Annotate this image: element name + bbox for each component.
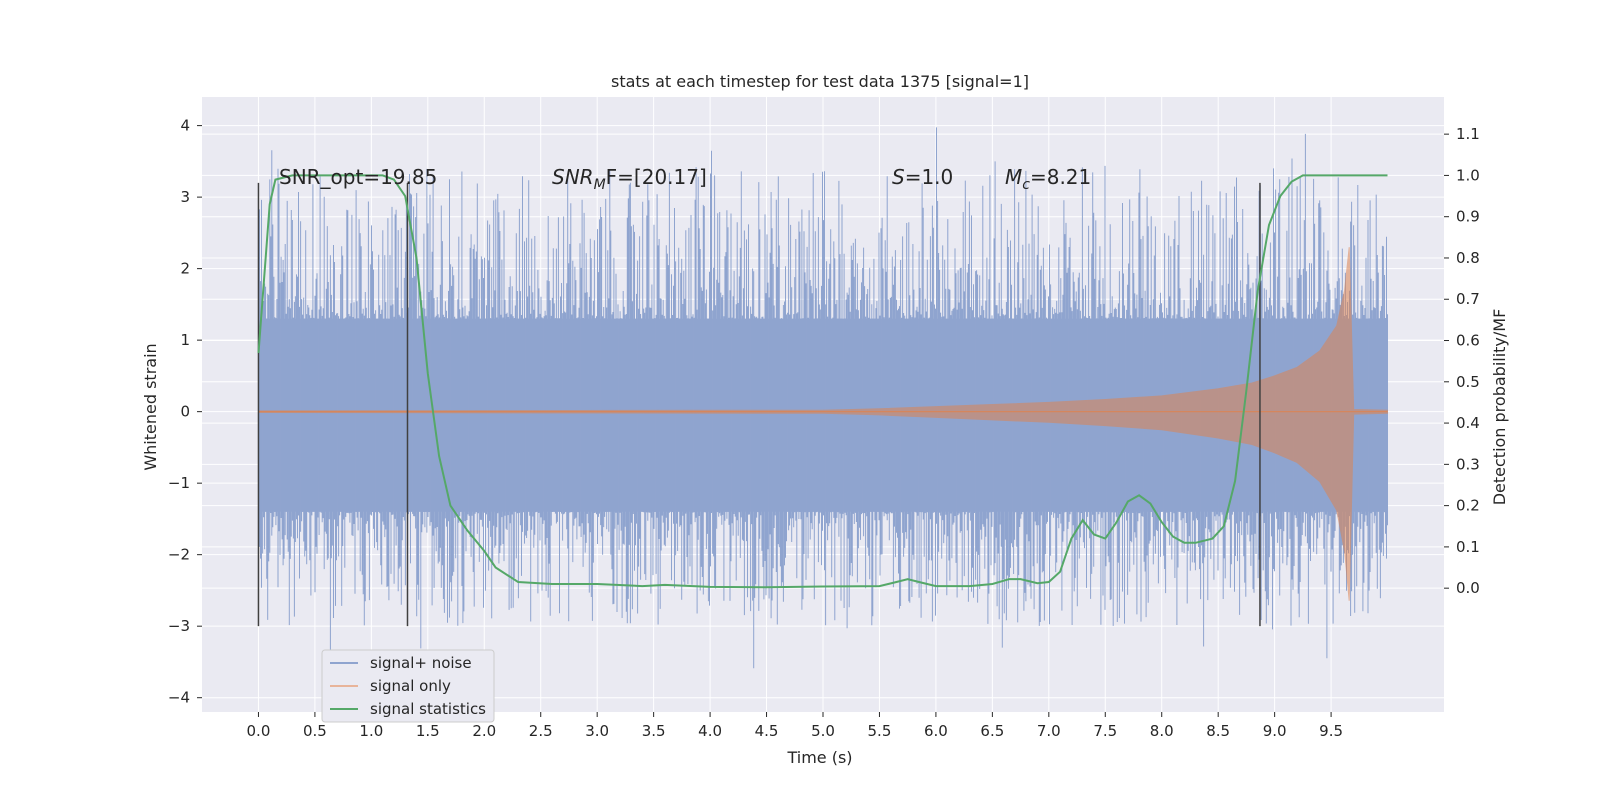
x-tick-label: 3.0 [585, 722, 609, 740]
annotation-snr-mf: SNRMF=[20.17] [552, 165, 707, 193]
x-tick-label: 6.5 [980, 722, 1004, 740]
y-tick-label: −3 [168, 617, 190, 635]
y-right-tick-label: 0.7 [1456, 290, 1480, 308]
annotation-mc: Mc=8.21 [1005, 165, 1091, 193]
y-right-tick-label: 1.1 [1456, 125, 1480, 143]
signal-envelope [258, 247, 1388, 601]
y-tick-label: 2 [180, 260, 190, 278]
x-tick-label: 8.0 [1150, 722, 1174, 740]
y-tick-label: −2 [168, 546, 190, 564]
x-tick-label: 9.0 [1263, 722, 1287, 740]
series-signal-statistics [257, 174, 1388, 589]
y-tick-label: 3 [180, 188, 190, 206]
vertical-markers [257, 182, 1261, 627]
series-signal-only [258, 247, 1388, 601]
x-tick-label: 2.0 [472, 722, 496, 740]
y-right-tick-label: 0.2 [1456, 497, 1480, 515]
y-right-tick-label: 0.0 [1456, 579, 1480, 597]
x-tick-label: 5.5 [868, 722, 892, 740]
y-tick-label: −1 [168, 474, 190, 492]
legend-label-signal: signal only [370, 677, 451, 695]
y-right-tick-label: 0.8 [1456, 249, 1480, 267]
y-right-tick-label: 0.6 [1456, 332, 1480, 350]
y-right-tick-label: 0.9 [1456, 208, 1480, 226]
y-axis-label: Whitened strain [141, 343, 160, 470]
y-axis-right-label: Detection probability/MF [1490, 309, 1509, 506]
legend-label-noise: signal+ noise [370, 654, 472, 672]
legend: signal+ noise signal only signal statist… [321, 649, 495, 723]
x-tick-label: 5.0 [811, 722, 835, 740]
x-tick-label: 4.5 [755, 722, 779, 740]
x-axis-label: Time (s) [786, 748, 852, 767]
y-tick-label: −4 [168, 689, 190, 707]
y-right-tick-label: 1.0 [1456, 166, 1480, 184]
y-right-tick-label: 0.3 [1456, 455, 1480, 473]
annotations: SNR_opt=19.85 SNRMF=[20.17] S=1.0 Mc=8.2… [279, 165, 1091, 193]
y-right-tick-label: 0.1 [1456, 538, 1480, 556]
legend-label-stats: signal statistics [370, 700, 486, 718]
x-tick-label: 7.0 [1037, 722, 1061, 740]
chart-title: stats at each timestep for test data 137… [611, 72, 1029, 91]
tick-labels: 0.0 0.5 1.0 1.5 2.0 2.5 3.0 3.5 4.0 4.5 5.0 5.5 6.0 6… [168, 117, 1480, 740]
statistics-curve [257, 174, 1388, 589]
x-tick-label: 8.5 [1206, 722, 1230, 740]
legend-box [321, 649, 495, 723]
x-tick-label: 6.0 [924, 722, 948, 740]
x-tick-label: 4.0 [698, 722, 722, 740]
annotation-snr-opt: SNR_opt=19.85 [279, 165, 437, 189]
x-tick-label: 3.5 [642, 722, 666, 740]
x-tick-label: 0.5 [303, 722, 327, 740]
x-tick-label: 2.5 [529, 722, 553, 740]
annotation-s: S=1.0 [892, 165, 953, 189]
x-tick-label: 7.5 [1093, 722, 1117, 740]
y-right-tick-label: 0.4 [1456, 414, 1480, 432]
y-tick-label: 4 [180, 117, 190, 135]
x-tick-label: 1.0 [359, 722, 383, 740]
y-right-tick-label: 0.5 [1456, 373, 1480, 391]
y-tick-label: 0 [180, 403, 190, 421]
x-tick-label: 0.0 [247, 722, 271, 740]
x-tick-label: 1.5 [416, 722, 440, 740]
x-tick-label: 9.5 [1319, 722, 1343, 740]
y-tick-label: 1 [180, 331, 190, 349]
